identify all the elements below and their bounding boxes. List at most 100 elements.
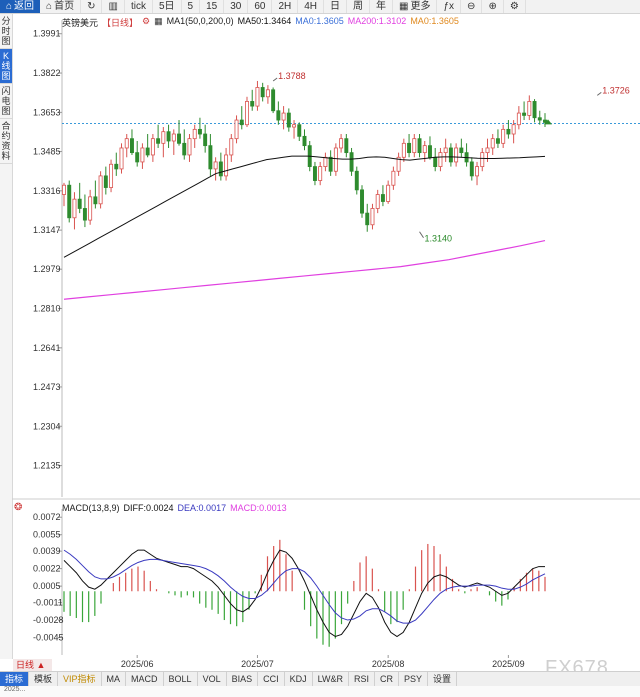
candle-body [360, 189, 364, 214]
candle-body [140, 147, 145, 163]
side-tab-contract[interactable]: 合约资料 [0, 119, 12, 164]
price-tick-label: 1.3822 [33, 68, 61, 78]
candle-body [485, 147, 490, 154]
period-day[interactable]: 日 [324, 0, 348, 13]
tab-vip-indicator[interactable]: VIP指标 [58, 672, 102, 686]
tab-template[interactable]: 模板 [29, 672, 59, 686]
candle-body [511, 124, 516, 135]
macd-tick-label: -0.0011 [33, 598, 63, 608]
candle-body [375, 194, 380, 209]
candle-body [328, 156, 333, 172]
period-60[interactable]: 60 [248, 0, 273, 13]
macd-settings-icon[interactable]: ❂ [14, 502, 23, 513]
tab-indicator[interactable]: 指标 [0, 672, 30, 686]
candle-body [501, 128, 506, 144]
tab-macd[interactable]: MACD [126, 672, 164, 686]
macd-dea: DEA:0.0017 [177, 503, 227, 513]
status-bar: 2025... [0, 686, 640, 697]
tab-ma[interactable]: MA [102, 672, 127, 686]
tick-button[interactable]: tick [125, 0, 153, 13]
side-tab-kline[interactable]: K线图 [0, 49, 12, 84]
candle-body [480, 152, 485, 167]
candle-body [323, 156, 328, 167]
macd-dea-line [63, 549, 546, 624]
candle-body [150, 138, 155, 156]
candle-body [401, 142, 406, 158]
side-tab-flash[interactable]: 闪电图 [0, 84, 12, 119]
annotation-label: 1.3788 [278, 71, 306, 81]
candle-body [469, 161, 474, 177]
tab-cr[interactable]: CR [375, 672, 399, 686]
settings-small-icon[interactable]: ⚙ [142, 16, 151, 26]
tab-lwr[interactable]: LW&R [313, 672, 349, 686]
period-year[interactable]: 年 [370, 0, 394, 13]
tab-bias[interactable]: BIAS [227, 672, 259, 686]
plus-circle-icon: ⊕ [488, 1, 497, 12]
ma0-label-a: MA0:1.3605 [295, 16, 344, 26]
candle-body [171, 133, 176, 142]
candle-body [218, 161, 223, 177]
price-axis: 1.3991 1.3822 1.3653 1.3485 1.3316 1.3147 1.29… [12, 20, 640, 500]
candle-body [516, 112, 521, 126]
x-label-layer: 2025/06 2025/07 2025/08 2025/09 [121, 655, 525, 669]
period-2h[interactable]: 2H [272, 0, 299, 13]
period-label: 【日线】 [102, 18, 139, 28]
candle-body [443, 147, 448, 154]
price-tick-label: 1.2473 [33, 382, 61, 392]
period-15[interactable]: 15 [200, 0, 225, 13]
period-tag[interactable]: 日线 ▲ [13, 659, 52, 671]
candle-body [380, 194, 385, 202]
annotation-pointer [272, 77, 278, 82]
home-button[interactable]: ⌂ 首页 [40, 0, 82, 13]
macd-legend: MACD(13,8,9) DIFF:0.0024 DEA:0.0017 MACD… [62, 503, 287, 513]
tab-vol[interactable]: VOL [198, 672, 227, 686]
zoom-out-button[interactable]: ⊖ [461, 0, 483, 13]
candle-body [62, 184, 66, 195]
candle-body [527, 101, 532, 116]
formula-button[interactable]: ƒx [437, 0, 462, 13]
period-5day[interactable]: 5日 [153, 0, 182, 13]
tab-psy[interactable]: PSY [399, 672, 428, 686]
refresh-button[interactable]: ↻ [81, 0, 103, 13]
candle-body [182, 142, 187, 156]
back-button[interactable]: ⌂ 返回 [0, 0, 41, 13]
tab-kdj[interactable]: KDJ [285, 672, 313, 686]
candle-body [124, 138, 129, 149]
settings-button[interactable]: ⚙ [504, 0, 526, 13]
candle-body [239, 119, 244, 126]
candle-body [72, 198, 77, 219]
side-panel: 分时图 K线图 闪电图 合约资料 [0, 14, 13, 659]
candle-body [407, 142, 412, 154]
price-tick-label: 1.3653 [33, 107, 61, 117]
price-tick-label: 1.2135 [33, 461, 61, 471]
period-4h[interactable]: 4H [298, 0, 325, 13]
ma200-line-layer [63, 239, 546, 300]
period-30[interactable]: 30 [224, 0, 249, 13]
side-tab-timeshare[interactable]: 分时图 [0, 14, 12, 49]
price-tick-label: 1.2641 [33, 343, 61, 353]
ma200-label: MA200:1.3102 [347, 16, 407, 26]
tab-boll[interactable]: BOLL [164, 672, 198, 686]
zoom-in-button[interactable]: ⊕ [482, 0, 504, 13]
ma50-line [63, 155, 546, 258]
period-week[interactable]: 周 [347, 0, 371, 13]
more-button[interactable]: ▦ 更多 [393, 0, 438, 13]
macd-tick-label: 0.0039 [33, 546, 61, 556]
candle-body [286, 112, 291, 128]
ma50-label: MA50:1.3464 [237, 16, 292, 26]
ma-dropdown-icon[interactable]: ▦ [154, 16, 163, 26]
ma200-line [63, 239, 546, 300]
tab-cci[interactable]: CCI [258, 672, 285, 686]
tab-rsi[interactable]: RSI [349, 672, 375, 686]
candle-body [145, 147, 150, 156]
candle-body [537, 117, 542, 121]
candle-body [448, 147, 453, 163]
indicator-button[interactable]: ▥ [102, 0, 125, 13]
annotation-label: 1.3140 [425, 234, 453, 244]
minus-circle-icon: ⊖ [467, 1, 476, 12]
tab-settings[interactable]: 设置 [428, 672, 457, 686]
candle-body [103, 175, 108, 188]
candle-body [396, 156, 401, 172]
ma50-line-layer [63, 155, 546, 258]
period-5[interactable]: 5 [182, 0, 201, 13]
